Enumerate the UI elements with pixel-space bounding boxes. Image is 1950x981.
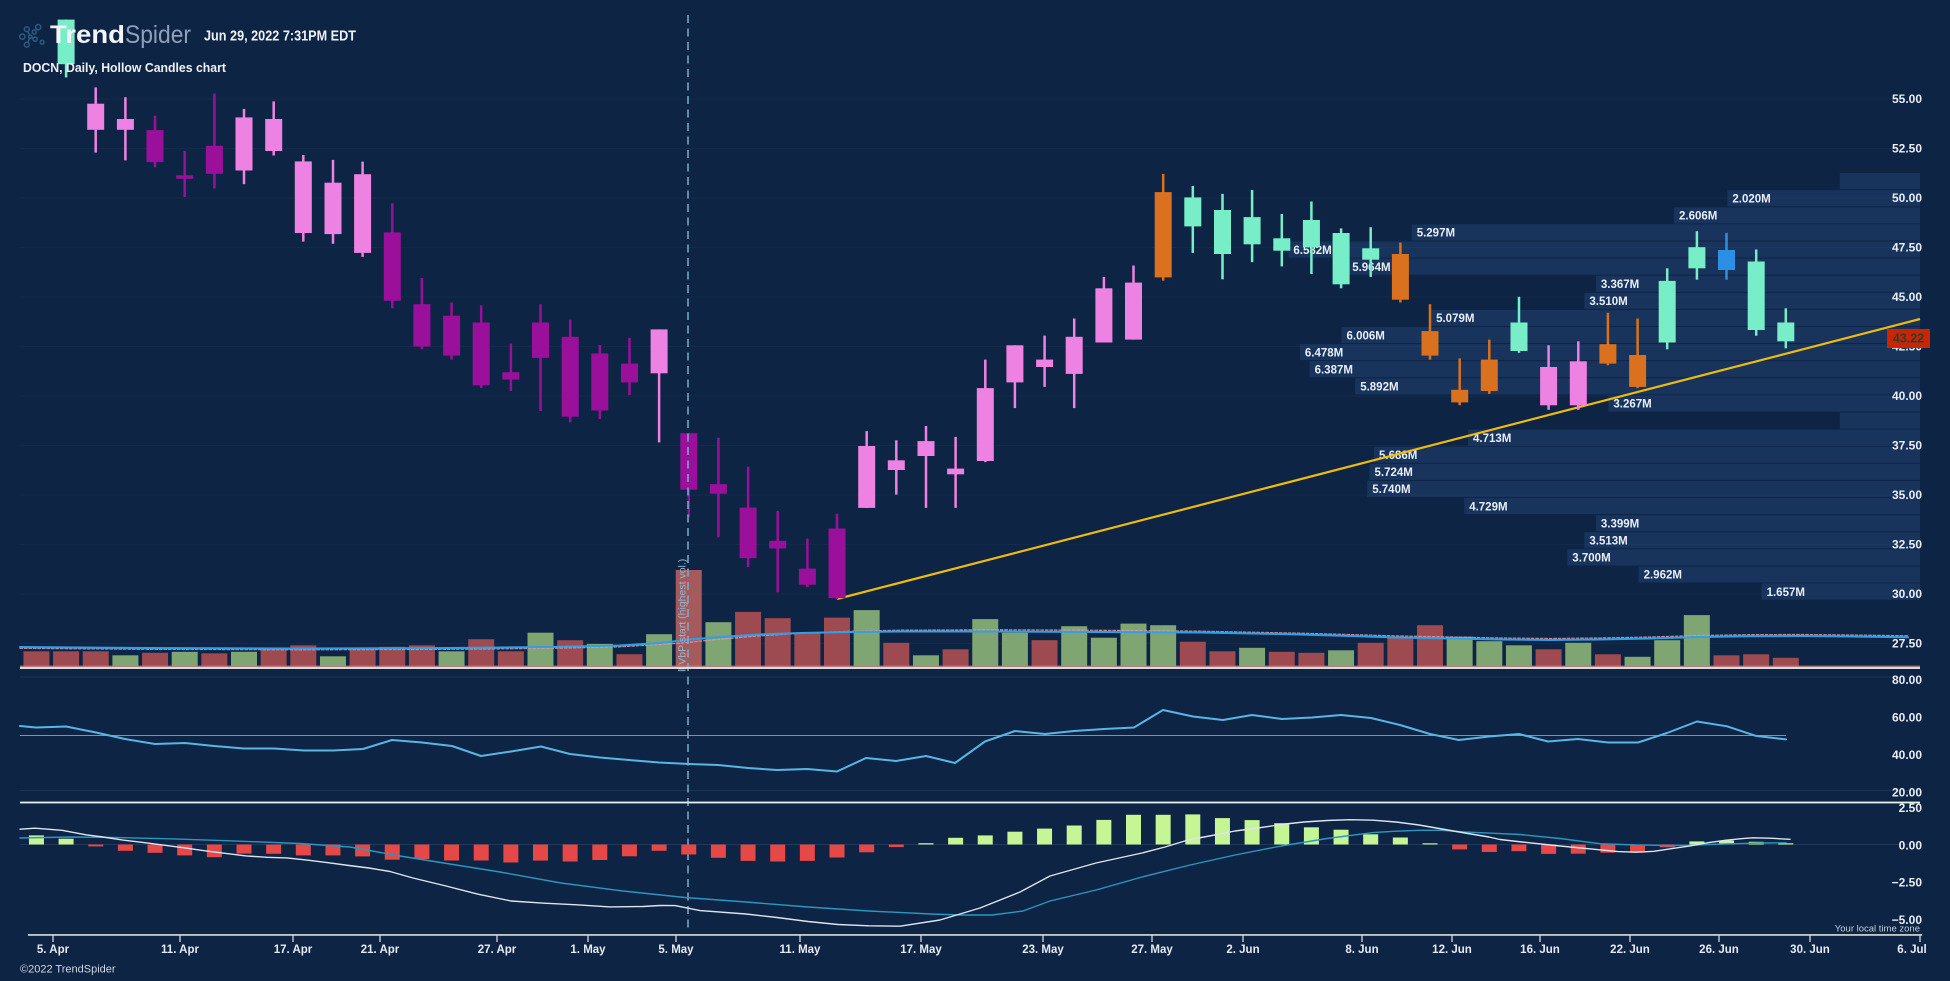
svg-text:2.962M: 2.962M bbox=[1644, 570, 1682, 582]
svg-text:26. Jun: 26. Jun bbox=[1699, 944, 1739, 956]
svg-text:2. Jun: 2. Jun bbox=[1226, 944, 1259, 956]
svg-text:6.006M: 6.006M bbox=[1347, 330, 1385, 342]
svg-text:27. May: 27. May bbox=[1131, 944, 1173, 956]
svg-text:DOCN, Daily, Hollow Candles ch: DOCN, Daily, Hollow Candles chart bbox=[23, 60, 227, 75]
svg-text:35.00: 35.00 bbox=[1892, 488, 1922, 502]
svg-text:5.740M: 5.740M bbox=[1372, 484, 1410, 496]
svg-text:27.50: 27.50 bbox=[1892, 637, 1922, 651]
svg-text:Your local time zone: Your local time zone bbox=[1835, 924, 1920, 935]
svg-text:6.478M: 6.478M bbox=[1305, 347, 1343, 359]
svg-text:5.724M: 5.724M bbox=[1375, 467, 1413, 479]
svg-text:4.713M: 4.713M bbox=[1473, 433, 1511, 445]
svg-text:Spider: Spider bbox=[125, 21, 191, 49]
svg-text:5. Apr: 5. Apr bbox=[37, 944, 70, 956]
svg-text:2.020M: 2.020M bbox=[1732, 194, 1770, 206]
svg-text:55.00: 55.00 bbox=[1892, 92, 1922, 106]
svg-text:80.00: 80.00 bbox=[1892, 673, 1922, 687]
svg-text:30.00: 30.00 bbox=[1892, 587, 1922, 601]
svg-text:3.700M: 3.700M bbox=[1572, 553, 1610, 565]
svg-text:5.892M: 5.892M bbox=[1360, 382, 1398, 394]
svg-text:3.510M: 3.510M bbox=[1589, 296, 1627, 308]
svg-text:40.00: 40.00 bbox=[1892, 389, 1922, 403]
svg-text:−2.50: −2.50 bbox=[1892, 876, 1923, 890]
svg-text:6. Jul: 6. Jul bbox=[1897, 944, 1926, 956]
svg-text:17. Apr: 17. Apr bbox=[274, 944, 313, 956]
svg-text:43.22: 43.22 bbox=[1893, 332, 1924, 346]
svg-text:2.606M: 2.606M bbox=[1679, 211, 1717, 223]
svg-text:3.513M: 3.513M bbox=[1589, 536, 1627, 548]
svg-text:11. Apr: 11. Apr bbox=[161, 944, 199, 956]
svg-text:32.50: 32.50 bbox=[1892, 538, 1922, 552]
svg-text:12. Jun: 12. Jun bbox=[1432, 944, 1472, 956]
svg-text:16. Jun: 16. Jun bbox=[1520, 944, 1560, 956]
svg-text:60.00: 60.00 bbox=[1892, 711, 1922, 725]
svg-text:4.729M: 4.729M bbox=[1469, 501, 1507, 513]
svg-text:45.00: 45.00 bbox=[1892, 290, 1922, 304]
svg-text:40.00: 40.00 bbox=[1892, 748, 1922, 762]
svg-text:5.079M: 5.079M bbox=[1436, 313, 1474, 325]
svg-text:8. Jun: 8. Jun bbox=[1345, 944, 1378, 956]
svg-text:30. Jun: 30. Jun bbox=[1790, 944, 1830, 956]
svg-text:3.399M: 3.399M bbox=[1601, 518, 1639, 530]
svg-text:0.00: 0.00 bbox=[1899, 839, 1923, 853]
svg-text:3.367M: 3.367M bbox=[1601, 279, 1639, 291]
svg-text:21. Apr: 21. Apr bbox=[361, 944, 400, 956]
svg-text:50.00: 50.00 bbox=[1892, 191, 1922, 205]
svg-text:52.50: 52.50 bbox=[1892, 142, 1922, 156]
svg-text:Jun 29, 2022 7:31PM EDT: Jun 29, 2022 7:31PM EDT bbox=[204, 29, 356, 45]
svg-text:37.50: 37.50 bbox=[1892, 439, 1922, 453]
svg-text:1.657M: 1.657M bbox=[1767, 587, 1805, 599]
svg-text:Trend: Trend bbox=[50, 21, 125, 49]
svg-text:5.297M: 5.297M bbox=[1417, 228, 1455, 240]
svg-text:1. May: 1. May bbox=[570, 944, 606, 956]
svg-text:11. May: 11. May bbox=[780, 944, 822, 956]
svg-text:‖ VbP start (highest vol.): ‖ VbP start (highest vol.) bbox=[677, 559, 689, 672]
svg-text:©2022 TrendSpider: ©2022 TrendSpider bbox=[20, 964, 116, 976]
svg-text:5.686M: 5.686M bbox=[1379, 450, 1417, 462]
svg-text:2.50: 2.50 bbox=[1899, 801, 1923, 815]
svg-text:3.267M: 3.267M bbox=[1613, 399, 1651, 411]
svg-text:−5.00: −5.00 bbox=[1892, 913, 1923, 927]
svg-text:20.00: 20.00 bbox=[1892, 786, 1922, 800]
svg-text:5. May: 5. May bbox=[658, 944, 694, 956]
svg-text:47.50: 47.50 bbox=[1892, 241, 1922, 255]
svg-text:27. Apr: 27. Apr bbox=[478, 944, 517, 956]
svg-text:22. Jun: 22. Jun bbox=[1610, 944, 1650, 956]
svg-text:17. May: 17. May bbox=[900, 944, 942, 956]
svg-text:6.387M: 6.387M bbox=[1315, 365, 1353, 377]
svg-text:23. May: 23. May bbox=[1022, 944, 1064, 956]
